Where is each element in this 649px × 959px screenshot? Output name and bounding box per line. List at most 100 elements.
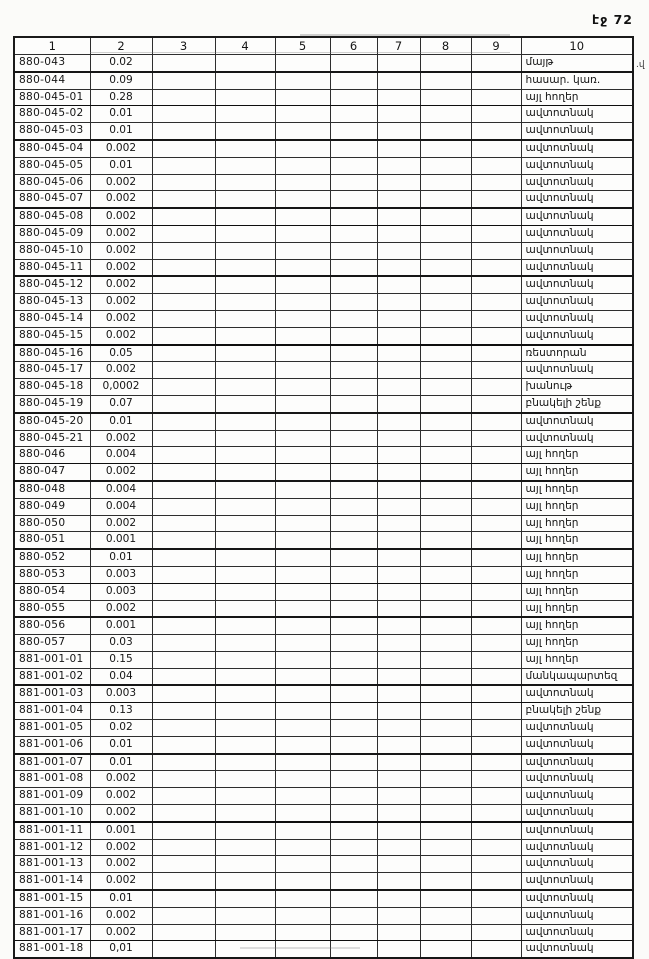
cell-empty — [470, 344, 522, 363]
table-row: 881-001-17 0.002 ավտոտնակ — [13, 923, 634, 942]
cell-empty — [151, 190, 216, 210]
cell-empty — [376, 463, 421, 482]
cell-empty — [329, 173, 378, 192]
cell-area-value: 0.002 — [89, 207, 153, 226]
cell-area-value: 0.004 — [89, 497, 153, 516]
cell-empty — [329, 497, 378, 516]
cell-empty — [329, 940, 378, 959]
cell-empty — [376, 719, 421, 737]
cell-parcel-code: 880-045-02 — [13, 105, 91, 124]
cell-area-value: 0.002 — [89, 190, 153, 210]
table-row: 881-001-06 0.01 ավտոտնակ — [13, 735, 634, 755]
cell-empty — [214, 804, 276, 823]
cell-land-use: բնակելի շենք — [520, 702, 634, 721]
cell-empty — [214, 565, 276, 584]
cell-land-use: ավտոտնակ — [520, 326, 634, 346]
cell-empty — [376, 207, 421, 226]
table-row: 880-045-09 0.002 ավտոտնակ — [13, 224, 634, 243]
cell-empty — [329, 429, 378, 448]
cell-empty — [214, 463, 276, 482]
cell-empty — [274, 326, 331, 346]
cell-empty — [419, 770, 472, 789]
cell-empty — [376, 156, 421, 175]
cell-land-use: ավտոտնակ — [520, 753, 634, 772]
cell-parcel-code: 880-052 — [13, 548, 91, 567]
cell-area-value: 0.001 — [89, 531, 153, 551]
table-row: 880-051 0.001 այլ հողեր — [13, 531, 634, 551]
cell-land-use: այլ հողեր — [520, 634, 634, 652]
cell-empty — [214, 821, 276, 840]
cell-parcel-code: 881-001-11 — [13, 821, 91, 840]
cell-area-value: 0.01 — [89, 412, 153, 431]
cell-empty — [274, 906, 331, 925]
cell-empty — [376, 309, 421, 328]
cell-empty — [274, 599, 331, 619]
column-header-2: 2 — [89, 36, 153, 55]
cell-empty — [151, 855, 216, 874]
cell-empty — [470, 275, 522, 295]
cell-empty — [419, 906, 472, 925]
cell-empty — [470, 378, 522, 396]
cell-area-value: 0.002 — [89, 872, 153, 892]
cell-empty — [419, 463, 472, 482]
cell-empty — [329, 702, 378, 721]
cell-parcel-code: 881-001-17 — [13, 923, 91, 942]
cell-empty — [214, 173, 276, 192]
cell-empty — [376, 88, 421, 107]
cell-land-use: հասար. կառ. — [520, 71, 634, 90]
cell-land-use: ավտոտնակ — [520, 923, 634, 942]
cell-parcel-code: 880-045-16 — [13, 344, 91, 363]
cell-empty — [376, 906, 421, 925]
cell-empty — [151, 889, 216, 908]
cell-land-use: այլ հողեր — [520, 531, 634, 551]
cell-empty — [419, 872, 472, 892]
cell-empty — [274, 275, 331, 295]
cell-empty — [376, 735, 421, 755]
cell-land-use: խանութ — [520, 378, 634, 396]
cell-empty — [470, 394, 522, 414]
cell-empty — [214, 139, 276, 158]
cell-parcel-code: 881-001-15 — [13, 889, 91, 908]
table-row: 881-001-03 0.003 ավտոտնակ — [13, 684, 634, 704]
cell-empty — [419, 753, 472, 772]
cell-empty — [274, 667, 331, 687]
cell-parcel-code: 880-045-15 — [13, 326, 91, 346]
cell-parcel-code: 880-045-03 — [13, 122, 91, 142]
cell-empty — [329, 361, 378, 380]
cell-area-value: 0.002 — [89, 804, 153, 823]
cell-empty — [329, 565, 378, 584]
table-row: 880-044 0.09 հասար. կառ. — [13, 71, 634, 90]
cell-empty — [214, 599, 276, 619]
cell-area-value: 0.002 — [89, 241, 153, 260]
cell-empty — [376, 667, 421, 687]
cell-area-value: 0.05 — [89, 344, 153, 363]
cell-area-value: 0.002 — [89, 787, 153, 806]
cell-land-use: այլ հողեր — [520, 463, 634, 482]
cell-parcel-code: 880-050 — [13, 514, 91, 533]
cell-empty — [470, 293, 522, 311]
cell-empty — [470, 122, 522, 142]
cell-land-use: ավտոտնակ — [520, 293, 634, 311]
cell-empty — [419, 378, 472, 396]
cell-empty — [151, 838, 216, 857]
cell-land-use: ավտոտնակ — [520, 275, 634, 295]
cell-empty — [214, 906, 276, 925]
cell-parcel-code: 881-001-03 — [13, 684, 91, 704]
cell-empty — [274, 241, 331, 260]
cell-area-value: 0.002 — [89, 361, 153, 380]
cell-empty — [329, 241, 378, 260]
cell-parcel-code: 880-053 — [13, 565, 91, 584]
cell-empty — [376, 821, 421, 840]
cell-empty — [329, 190, 378, 210]
cell-area-value: 0.002 — [89, 275, 153, 295]
cell-empty — [376, 412, 421, 431]
cell-area-value: 0.003 — [89, 684, 153, 704]
cell-empty — [274, 753, 331, 772]
cell-empty — [151, 241, 216, 260]
cell-empty — [470, 940, 522, 959]
cell-empty — [376, 446, 421, 465]
cell-empty — [470, 241, 522, 260]
cell-parcel-code: 881-001-02 — [13, 667, 91, 687]
cell-empty — [329, 872, 378, 892]
cell-empty — [151, 258, 216, 278]
